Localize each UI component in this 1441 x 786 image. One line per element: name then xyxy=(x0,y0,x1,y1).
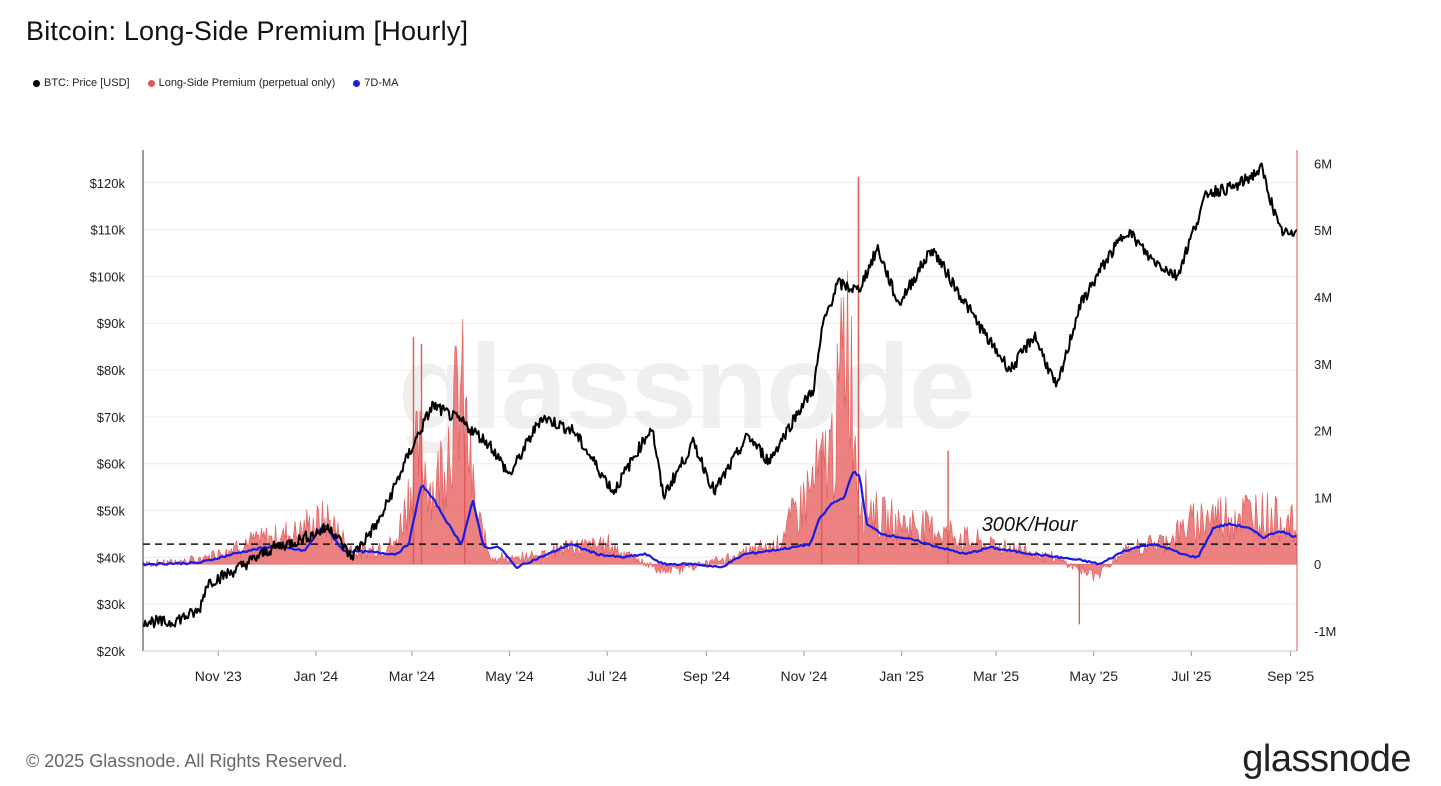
legend-dot-premium xyxy=(147,79,155,87)
price-line xyxy=(142,162,1298,629)
ma-line xyxy=(142,470,1298,570)
x-tick-label: May '25 xyxy=(1069,668,1118,684)
y-right-tick-label: 6M xyxy=(1314,156,1332,171)
premium-area xyxy=(142,270,1298,581)
x-tick-label: Sep '24 xyxy=(683,668,730,684)
x-tick-label: Mar '25 xyxy=(973,668,1019,684)
y-right-tick-label: 2M xyxy=(1314,424,1332,439)
premium-area-path xyxy=(142,270,1298,581)
y-left-tick-label: $110k xyxy=(91,223,126,238)
y-left-tick-label: $40k xyxy=(97,550,126,565)
legend: BTC: Price [USD] Long-Side Premium (perp… xyxy=(33,77,399,89)
chart-canvas: 300K/Hour $20k $30k $40k $50k $60k $70k $80k $9… xyxy=(90,150,1336,684)
brand-logo[interactable]: glassnode xyxy=(1242,738,1411,780)
x-tick-label: Sep '25 xyxy=(1267,668,1314,684)
legend-item-price[interactable]: BTC: Price [USD] xyxy=(33,77,130,89)
y-left-tick-label: $100k xyxy=(90,269,126,284)
y-right-tick-label: 0 xyxy=(1314,557,1321,572)
legend-dot-price xyxy=(33,79,40,87)
x-tick-label: Jul '24 xyxy=(587,668,627,684)
y-left-tick-label: $90k xyxy=(97,316,126,331)
y-left-tick-label: $80k xyxy=(97,363,126,378)
y-left-tick-label: $70k xyxy=(97,410,126,425)
legend-item-premium[interactable]: Long-Side Premium (perpetual only) xyxy=(147,77,336,89)
legend-item-ma[interactable]: 7D-MA xyxy=(353,77,399,89)
legend-label-price: BTC: Price [USD] xyxy=(44,77,130,89)
y-right-tick-label: 5M xyxy=(1314,223,1332,238)
ma-layer xyxy=(142,470,1298,570)
y-right-tick-label: 4M xyxy=(1314,290,1332,305)
y-left-tick-label: $20k xyxy=(97,644,126,659)
reference-label: 300K/Hour xyxy=(982,514,1079,536)
y-left-tick-label: $30k xyxy=(97,597,126,612)
x-tick-label: Mar '24 xyxy=(389,668,435,684)
grid xyxy=(143,182,1297,652)
x-tick-label: Jul '25 xyxy=(1171,668,1211,684)
watermark-logo: glassnode xyxy=(398,320,975,454)
x-tick-label: Jan '25 xyxy=(879,668,924,684)
premium-spikes xyxy=(412,176,1081,625)
reference-line: 300K/Hour xyxy=(143,514,1297,545)
y-left-tick-label: $120k xyxy=(90,176,126,191)
x-tick-label: Nov '23 xyxy=(195,668,242,684)
legend-label-premium: Long-Side Premium (perpetual only) xyxy=(158,77,336,89)
x-tick-label: May '24 xyxy=(485,668,534,684)
legend-dot-ma xyxy=(353,79,361,87)
y-right-tick-label: -1M xyxy=(1314,624,1336,639)
legend-label-ma: 7D-MA xyxy=(364,77,399,89)
x-tick-label: Nov '24 xyxy=(781,668,828,684)
y-left-tick-label: $50k xyxy=(97,504,126,519)
price-layer xyxy=(142,162,1298,629)
chart-title: Bitcoin: Long-Side Premium [Hourly] xyxy=(26,16,469,46)
axes: $20k $30k $40k $50k $60k $70k $80k $90k $100k $11… xyxy=(90,150,1336,684)
y-right-tick-label: 1M xyxy=(1314,490,1332,505)
y-right-tick-label: 3M xyxy=(1314,357,1332,372)
copyright-footer: © 2025 Glassnode. All Rights Reserved. xyxy=(26,751,348,771)
y-left-tick-label: $60k xyxy=(97,457,126,472)
x-tick-label: Jan '24 xyxy=(294,668,339,684)
